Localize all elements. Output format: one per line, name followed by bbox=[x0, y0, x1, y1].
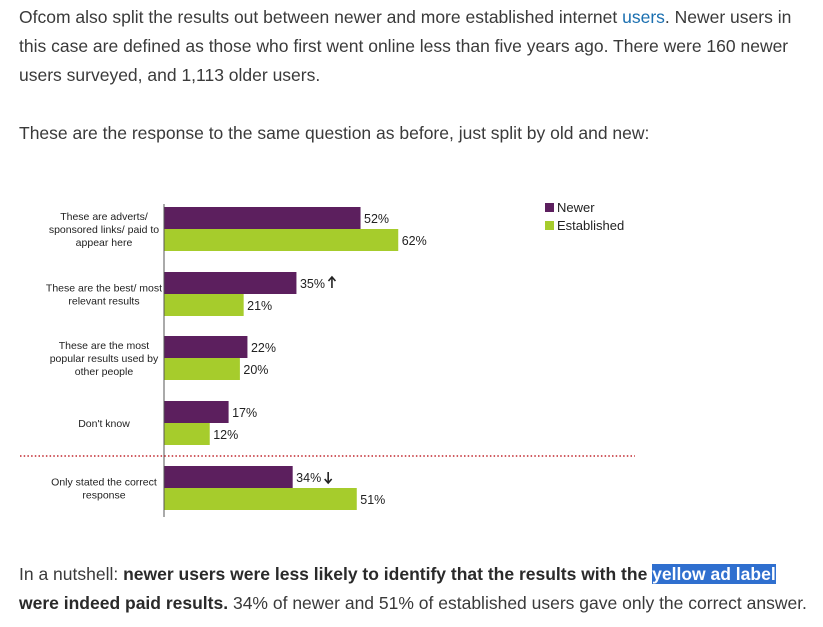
bar-newer bbox=[164, 272, 297, 294]
bar-established bbox=[164, 294, 244, 316]
bar-established bbox=[164, 423, 210, 445]
bar-established bbox=[164, 229, 399, 251]
legend-label: Established bbox=[557, 218, 624, 233]
category-label: relevant results bbox=[68, 296, 139, 308]
data-label: 52% bbox=[364, 212, 389, 226]
summary-lead: In a nutshell: bbox=[19, 564, 124, 584]
category-label: These are the most bbox=[59, 340, 150, 352]
data-label: 35% bbox=[300, 277, 325, 291]
summary-tail: 34% of newer and 51% of established user… bbox=[228, 593, 807, 613]
legend-swatch bbox=[545, 221, 554, 230]
paragraph-chart-intro: These are the response to the same quest… bbox=[19, 123, 650, 143]
summary-bold-2: were indeed paid results. bbox=[19, 593, 229, 613]
summary-bold-1: newer users were less likely to identify… bbox=[123, 564, 653, 584]
category-label: Don't know bbox=[78, 418, 130, 430]
category-label: response bbox=[82, 490, 125, 502]
data-label: 62% bbox=[402, 234, 427, 248]
intro-text-end: . Newer users in this case are defined a… bbox=[19, 7, 792, 85]
data-label: 34% bbox=[296, 471, 321, 485]
data-label: 17% bbox=[232, 406, 257, 420]
intro-text-start: Ofcom also split the results out between… bbox=[19, 7, 623, 27]
bar-newer bbox=[164, 401, 229, 423]
bar-newer bbox=[164, 466, 293, 488]
arrow-up-icon bbox=[327, 275, 337, 288]
category-label: sponsored links/ paid to bbox=[49, 224, 159, 236]
paragraph-summary: In a nutshell: newer users were less lik… bbox=[19, 560, 819, 618]
category-label: These are adverts/ bbox=[60, 211, 148, 223]
highlighted-text: yellow ad label bbox=[652, 564, 776, 584]
users-link[interactable]: users bbox=[622, 7, 665, 27]
category-label: appear here bbox=[76, 237, 133, 249]
data-label: 51% bbox=[360, 493, 385, 507]
data-label: 22% bbox=[251, 341, 276, 355]
paragraph-intro: Ofcom also split the results out between… bbox=[19, 3, 814, 90]
bar-newer bbox=[164, 336, 248, 358]
category-label: These are the best/ most bbox=[46, 283, 162, 295]
data-label: 20% bbox=[243, 363, 268, 377]
arrow-down-icon bbox=[324, 472, 333, 485]
bar-newer bbox=[164, 207, 361, 229]
bar-established bbox=[164, 488, 357, 510]
legend-swatch bbox=[545, 203, 554, 212]
category-label: other people bbox=[75, 366, 134, 378]
legend-label: Newer bbox=[557, 200, 595, 215]
category-label: Only stated the correct bbox=[51, 477, 157, 489]
data-label: 21% bbox=[247, 299, 272, 313]
data-label: 12% bbox=[213, 428, 238, 442]
bar-established bbox=[164, 358, 240, 380]
category-label: popular results used by bbox=[50, 353, 159, 365]
bar-chart: These are adverts/sponsored links/ paid … bbox=[20, 200, 635, 517]
